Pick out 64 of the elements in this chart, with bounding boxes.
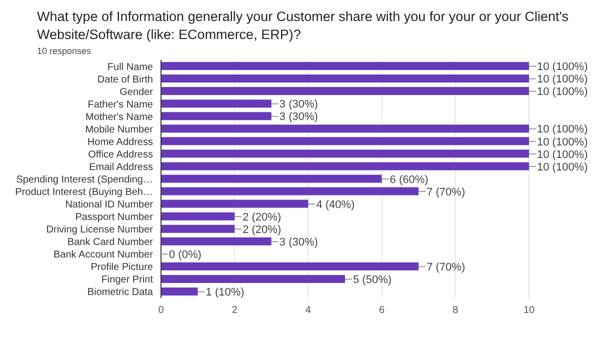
- data-label: 2 (20%): [242, 211, 282, 224]
- bar: [161, 274, 345, 283]
- y-tick-label: Father's Name: [88, 99, 154, 110]
- data-label: 7 (70%): [426, 186, 466, 198]
- chart-title: What type of Information generally your Customer share with you for your or your Client's Website/Software (like: ECommerce, ERP)?: [36, 8, 570, 44]
- bar: [161, 200, 308, 208]
- y-tick-label: Mother's Name: [86, 112, 154, 123]
- y-tick-label: Product Interest (Buying Beh…: [15, 187, 153, 198]
- data-label: 3 (30%): [279, 236, 318, 248]
- data-label: 10 (100%): [537, 86, 588, 98]
- text: 10 responses: [36, 46, 92, 56]
- bar: [161, 150, 529, 158]
- y-tick-label: Profile Picture: [90, 262, 154, 274]
- x-tick-label: 10: [523, 305, 535, 316]
- data-label: 4 (40%): [316, 198, 355, 211]
- bar: [161, 262, 419, 270]
- data-label: 6 (60%): [390, 174, 428, 186]
- bar: [161, 74, 529, 83]
- x-tick-label: 8: [452, 305, 459, 316]
- data-label: 7 (70%): [426, 262, 466, 274]
- bar: [161, 62, 529, 70]
- y-tick-label: Mobile Number: [85, 124, 154, 136]
- data-label: 10 (100%): [537, 161, 588, 174]
- x-tick-label: 6: [379, 305, 386, 316]
- y-tick-label: Finger Print: [101, 274, 154, 286]
- y-tick-label: Spending Interest (Spending…: [16, 174, 153, 186]
- data-label: 1 (10%): [206, 286, 244, 299]
- data-label: 0 (0%): [169, 249, 202, 262]
- bar: [161, 87, 529, 96]
- data-label: 10 (100%): [537, 61, 588, 74]
- y-tick-label: Email Address: [89, 162, 153, 173]
- x-tick-label: 4: [305, 305, 312, 316]
- x-tick-label: 0: [158, 305, 164, 316]
- data-label: 2 (20%): [242, 224, 282, 236]
- bar: [161, 174, 382, 183]
- bar: [161, 124, 529, 133]
- y-tick-label: Driving License Number: [46, 224, 154, 236]
- y-tick-label: National ID Number: [65, 200, 154, 211]
- data-label: 3 (30%): [279, 98, 318, 111]
- y-tick-label: Office Address: [88, 149, 153, 160]
- data-label: 3 (30%): [279, 111, 318, 124]
- y-tick-label: Full Name: [107, 62, 154, 73]
- bar: [161, 187, 419, 196]
- bar: [161, 237, 272, 246]
- data-label: 10 (100%): [537, 136, 588, 148]
- y-tick-label: Home Address: [87, 136, 153, 148]
- data-label: 10 (100%): [537, 148, 588, 161]
- y-tick-label: Date of Birth: [97, 74, 153, 86]
- data-label: 5 (50%): [353, 274, 392, 286]
- bar: [161, 100, 272, 108]
- bar: [161, 162, 529, 170]
- data-label: 10 (100%): [537, 124, 588, 136]
- bar: [161, 224, 235, 233]
- bar: [161, 137, 529, 146]
- x-tick-label: 2: [232, 305, 238, 316]
- y-tick-label: Bank Card Number: [67, 237, 154, 248]
- y-tick-label: Gender: [120, 86, 154, 98]
- data-label: 10 (100%): [537, 74, 588, 86]
- bar: [161, 287, 198, 296]
- y-tick-label: Biometric Data: [87, 287, 154, 298]
- y-tick-label: Bank Account Number: [54, 250, 154, 261]
- bar: [161, 112, 272, 120]
- y-tick-label: Passport Number: [75, 212, 154, 224]
- bar: [161, 212, 235, 220]
